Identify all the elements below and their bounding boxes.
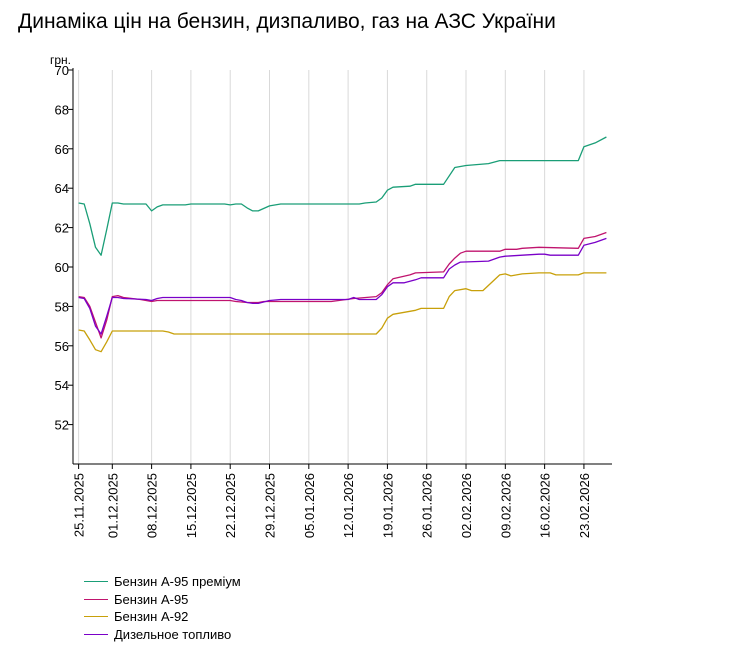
legend-item: Бензин А-92 [84, 608, 241, 626]
x-tick-label: 22.12.2025 [223, 473, 238, 538]
legend-label: Бензин А-95 [114, 591, 189, 607]
legend-item: Бензин А-95 преміум [84, 573, 241, 591]
chart-legend: Бензин А-95 преміум Бензин А-95 Бензин А-9… [84, 573, 241, 643]
x-tick-label: 08.12.2025 [145, 473, 160, 538]
x-tick-label: 01.12.2025 [105, 473, 120, 538]
legend-label: Дизельное топливо [114, 626, 232, 642]
series-line-4 [78, 237, 607, 335]
x-tick-label: 15.12.2025 [184, 473, 199, 538]
series-line-3 [78, 272, 607, 353]
legend-item: Бензин А-95 [84, 591, 241, 609]
series-line-1 [78, 136, 607, 256]
legend-item: Дизельное топливо [84, 626, 241, 644]
y-tick-label: 52 [55, 418, 69, 433]
y-tick-label: 56 [55, 339, 69, 354]
y-tick-label: 68 [55, 102, 69, 117]
legend-label: Бензин А-92 [114, 609, 189, 625]
x-tick-label: 19.01.2026 [380, 473, 395, 538]
y-tick-label: 54 [55, 378, 69, 393]
y-tick-label: 64 [55, 181, 69, 196]
legend-swatch [84, 598, 108, 600]
legend-swatch [84, 616, 108, 618]
x-tick-label: 29.12.2025 [263, 473, 278, 538]
y-axis-label: грн. [50, 53, 71, 67]
x-tick-label: 16.02.2026 [538, 473, 553, 538]
x-tick-label: 05.01.2026 [302, 473, 317, 538]
y-tick-label: 60 [55, 260, 69, 275]
x-tick-label: 26.01.2026 [420, 473, 435, 538]
y-tick-label: 66 [55, 142, 69, 157]
y-tick-label: 62 [55, 221, 69, 236]
legend-label: Бензин А-95 преміум [114, 574, 241, 590]
x-tick-label: 25.11.2025 [72, 473, 87, 537]
y-tick-label: 58 [55, 299, 69, 314]
legend-swatch [84, 581, 108, 583]
x-tick-label: 12.01.2026 [341, 473, 356, 538]
legend-swatch [84, 633, 108, 635]
x-tick-label: 02.02.2026 [459, 473, 474, 538]
x-tick-label: 09.02.2026 [498, 473, 513, 538]
x-tick-label: 23.02.2026 [577, 473, 592, 538]
y-tick-label: 70 [55, 63, 69, 78]
chart-title: Динаміка цін на бензин, дизпаливо, газ н… [18, 10, 556, 33]
series-line-2 [78, 231, 607, 339]
